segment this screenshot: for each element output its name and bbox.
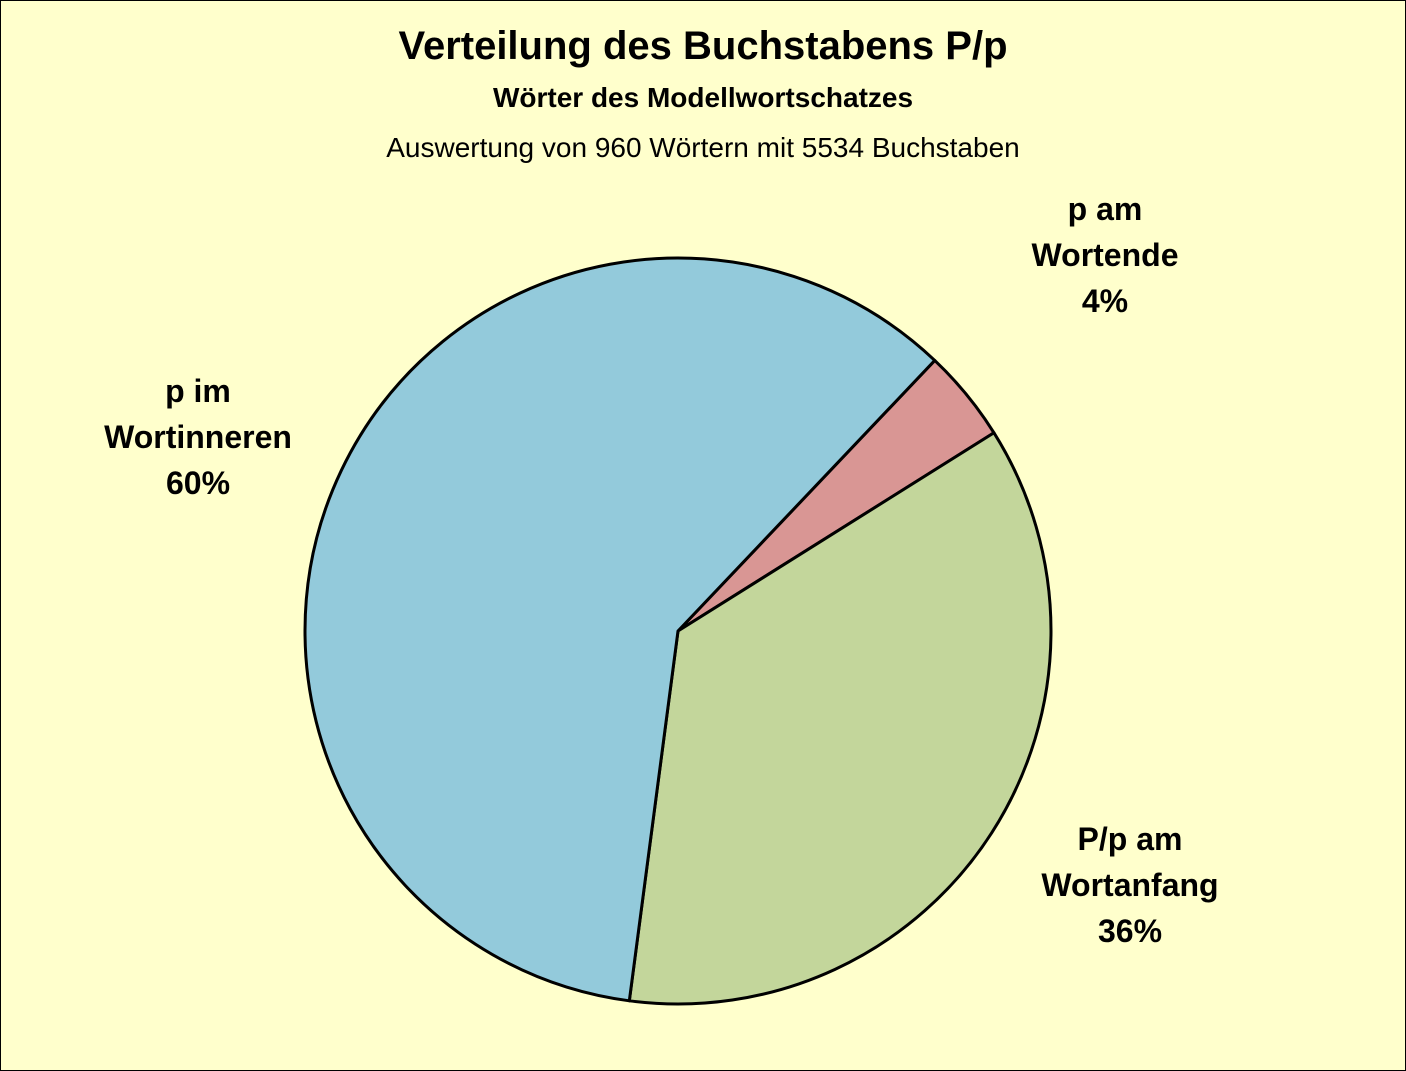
chart-note: Auswertung von 960 Wörtern mit 5534 Buch… (386, 132, 1020, 163)
pie-slice-1 (627, 431, 1053, 1006)
chart-subtitle: Wörter des Modellwortschatzes (492, 82, 914, 113)
slice-label-wortanfang: P/p am Wortanfang 36% (1041, 821, 1219, 949)
slice-label-wortende: p am Wortende 4% (1031, 191, 1179, 319)
slice-label-wortinneren: p im Wortinneren 60% (104, 373, 292, 501)
chart-title: Verteilung des Buchstabens P/p (398, 24, 1008, 68)
pie-slice-2 (303, 256, 937, 1003)
